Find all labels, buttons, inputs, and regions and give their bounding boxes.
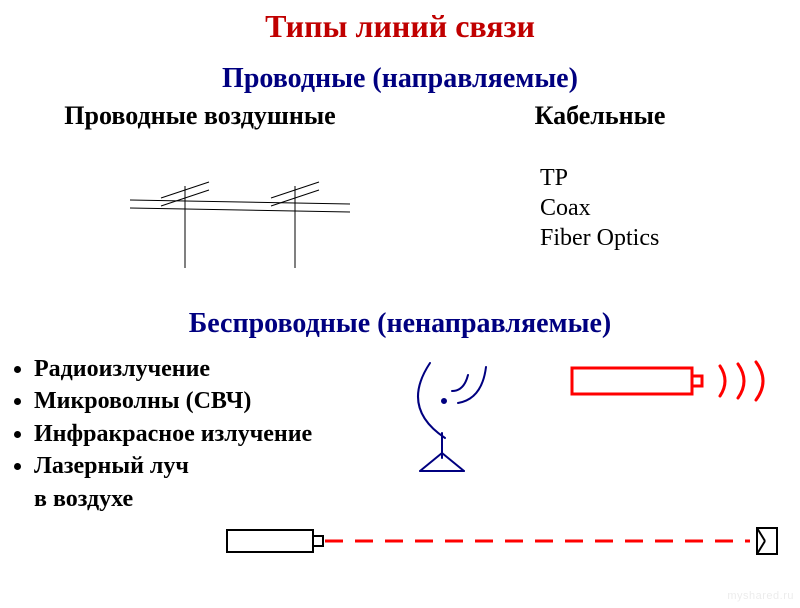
page-title: Типы линий связи bbox=[0, 8, 800, 45]
cable-type-fiber: Fiber Optics bbox=[540, 223, 659, 253]
cable-type-tp: TP bbox=[540, 163, 659, 193]
wired-air-label: Проводные воздушные bbox=[0, 101, 400, 131]
wireless-heading: Беспроводные (ненаправляемые) bbox=[0, 308, 800, 340]
cable-type-coax: Coax bbox=[540, 193, 659, 223]
bullet-microwave: Микроволны (СВЧ) bbox=[34, 385, 312, 417]
bullet-radio: Радиоизлучение bbox=[34, 353, 312, 385]
cable-label: Кабельные bbox=[400, 101, 800, 131]
poles-diagram bbox=[130, 168, 350, 278]
dish-diagram bbox=[390, 353, 540, 473]
watermark: myshared.ru bbox=[727, 590, 794, 602]
bullet-in-air: в воздухе bbox=[34, 483, 312, 515]
bullet-infrared: Инфракрасное излучение bbox=[34, 418, 312, 450]
wired-heading: Проводные (направляемые) bbox=[0, 63, 800, 95]
laser-diagram bbox=[225, 518, 785, 568]
bullet-laser: Лазерный луч bbox=[34, 450, 312, 482]
remote-diagram bbox=[570, 358, 790, 408]
